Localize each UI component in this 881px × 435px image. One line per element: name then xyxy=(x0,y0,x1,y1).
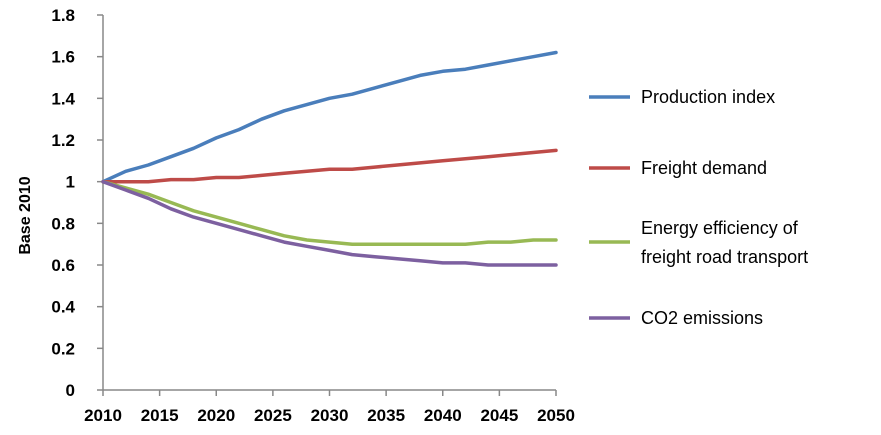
x-tick-label: 2015 xyxy=(141,406,179,425)
series-line-1 xyxy=(101,148,558,184)
series-line-0 xyxy=(101,50,558,184)
y-tick-label: 1.2 xyxy=(51,131,75,150)
x-tick-label: 2025 xyxy=(254,406,292,425)
x-tick-label: 2035 xyxy=(367,406,405,425)
y-tick-label: 1.8 xyxy=(51,6,75,25)
y-tick-label: 0.8 xyxy=(51,214,75,233)
series-group xyxy=(101,50,558,267)
legend-label: Freight demand xyxy=(641,158,767,178)
legend-label: Energy efficiency of freight road transpo… xyxy=(641,218,808,267)
y-tick-group: 0 0.2 0.4 0.6 0.8 1 1.2 1.4 1.6 1.8 xyxy=(51,6,103,400)
legend-label: CO2 emissions xyxy=(641,308,763,328)
y-tick-label: 1.4 xyxy=(51,89,75,108)
y-axis-label: Base 2010 xyxy=(17,176,34,254)
series-line-2 xyxy=(101,179,558,246)
x-tick-label: 2030 xyxy=(311,406,349,425)
x-tick-label: 2010 xyxy=(84,406,122,425)
y-tick-label: 0.2 xyxy=(51,339,75,358)
y-tick-label: 0.6 xyxy=(51,256,75,275)
x-tick-group: 2010 2015 2020 2025 2030 2035 2040 2045 2050 xyxy=(84,390,575,425)
x-tick-label: 2040 xyxy=(424,406,462,425)
y-tick-label: 0.4 xyxy=(51,298,75,317)
y-tick-label: 1 xyxy=(66,173,75,192)
y-tick-label: 1.6 xyxy=(51,48,75,67)
x-tick-label: 2050 xyxy=(537,406,575,425)
x-tick-label: 2020 xyxy=(197,406,235,425)
series-line-3 xyxy=(101,179,558,267)
x-tick-label: 2045 xyxy=(480,406,518,425)
legend-label: Production index xyxy=(641,87,775,107)
legend: Production index Freight demand Energy eff… xyxy=(589,87,808,328)
y-tick-label: 0 xyxy=(66,381,75,400)
